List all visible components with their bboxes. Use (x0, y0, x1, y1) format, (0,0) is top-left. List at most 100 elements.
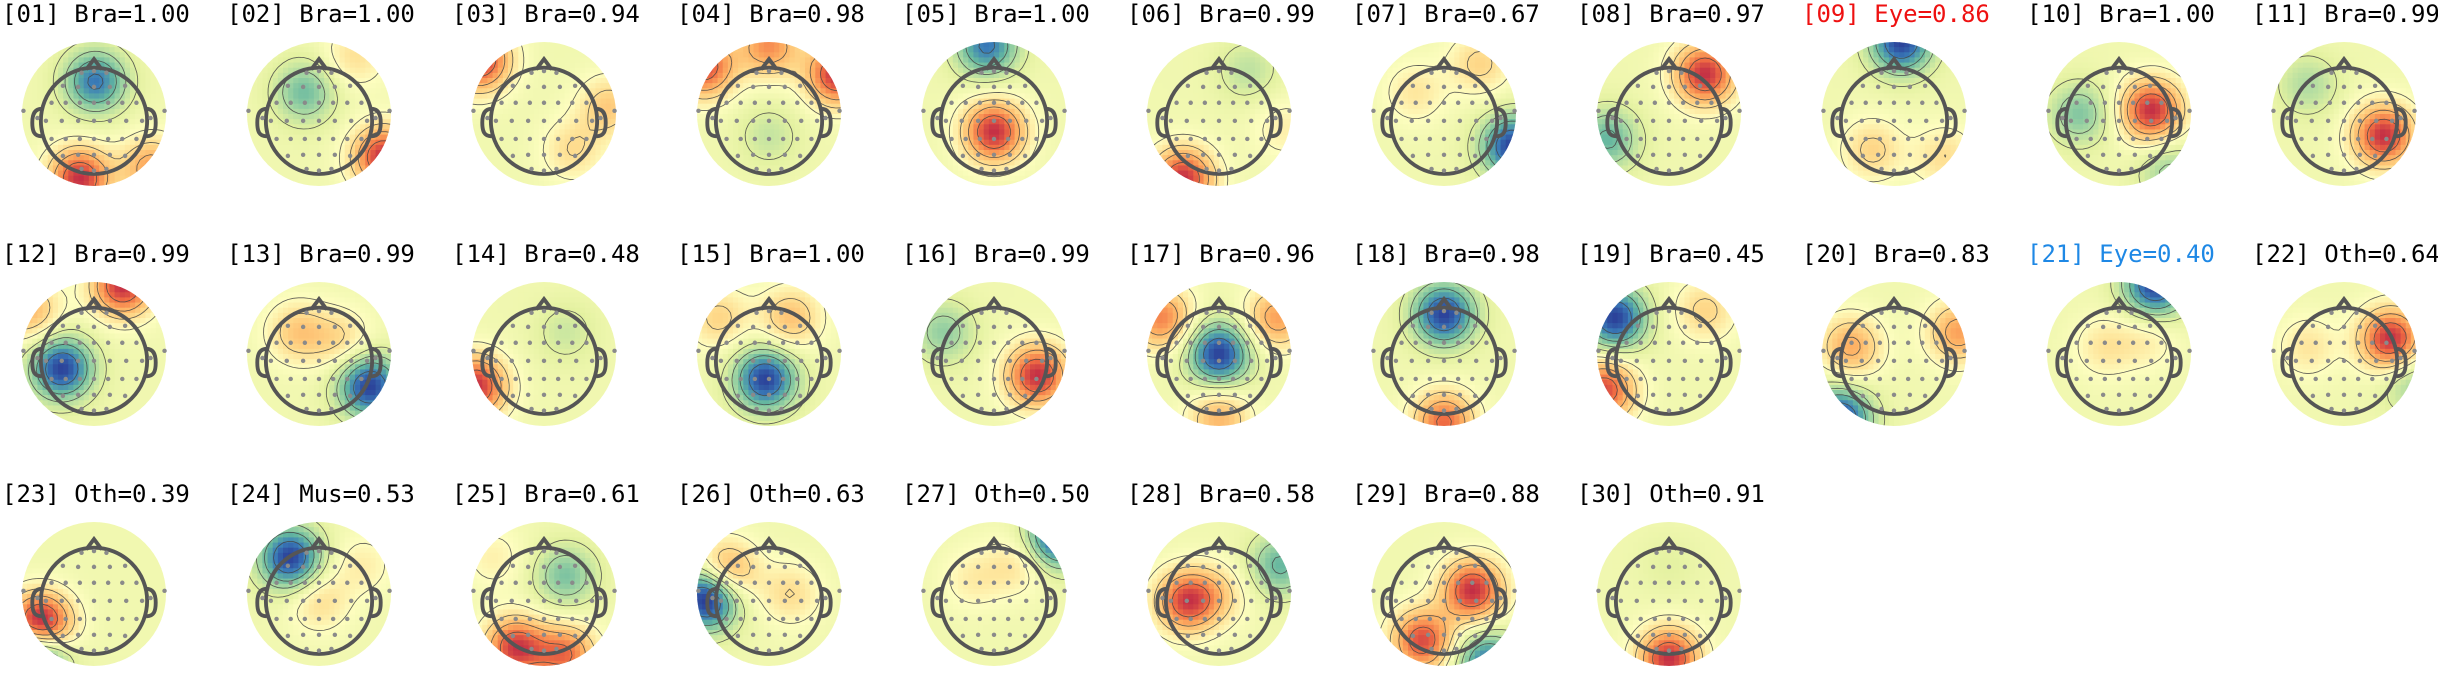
heat-cell (119, 119, 126, 125)
heat-cell (482, 57, 488, 64)
heat-cell (497, 124, 504, 130)
heat-cell (952, 134, 959, 141)
heat-cell (763, 124, 770, 130)
heat-cell (1260, 180, 1266, 186)
heat-cell (1152, 119, 1158, 125)
heat-cell (32, 139, 38, 146)
heat-cell (810, 57, 816, 64)
heat-cell (727, 144, 734, 151)
heat-cell (1009, 98, 1016, 105)
sensor-dot (529, 166, 534, 172)
heat-cell (922, 170, 928, 177)
heat-cell (544, 47, 550, 53)
heat-cell (712, 103, 719, 110)
heat-cell (140, 175, 146, 182)
heat-cell (805, 93, 811, 100)
heat-cell (99, 144, 105, 151)
heat-cell (815, 170, 821, 177)
heat-cell (988, 108, 995, 115)
heat-cell (733, 67, 739, 74)
heat-cell (779, 103, 785, 110)
heat-cell (365, 88, 371, 94)
heat-cell (973, 155, 980, 161)
heat-cell (983, 47, 990, 53)
heat-cell (380, 134, 387, 141)
heat-cell (324, 72, 330, 79)
heat-cell (554, 52, 560, 58)
heat-cell (722, 170, 729, 177)
heat-cell (78, 150, 85, 156)
heat-cell (334, 150, 341, 156)
heat-cell (1030, 88, 1036, 94)
heat-cell (150, 78, 157, 84)
heat-cell (937, 170, 944, 177)
heat-cell (538, 114, 545, 120)
heat-cell (707, 134, 713, 141)
heat-cell (697, 160, 703, 166)
heat-cell (1177, 62, 1184, 69)
heat-cell (1255, 114, 1261, 120)
heat-cell (1224, 129, 1230, 136)
heat-cell (1177, 165, 1184, 172)
heat-cell (63, 124, 69, 130)
heat-cell (1229, 180, 1235, 186)
heat-cell (94, 78, 100, 84)
heat-cell (145, 160, 152, 166)
heat-cell (774, 62, 780, 69)
heat-cell (922, 155, 928, 161)
heat-cell (119, 78, 126, 84)
heat-cell (523, 150, 530, 156)
heat-cell (1229, 119, 1235, 125)
heat-cell (538, 180, 545, 186)
heat-cell (339, 103, 346, 110)
heat-cell (349, 170, 356, 177)
heat-cell (68, 103, 74, 110)
heat-cell (605, 134, 612, 141)
heat-cell (523, 160, 530, 166)
heat-cell (508, 165, 514, 172)
heat-cell (267, 47, 274, 53)
heat-cell (1055, 78, 1062, 84)
heat-cell (549, 114, 555, 120)
heat-cell (119, 67, 126, 74)
heat-cell (748, 42, 755, 48)
heat-cell (789, 83, 796, 89)
heat-cell (94, 52, 100, 58)
heat-cell (574, 144, 581, 151)
heat-cell (482, 62, 488, 69)
heat-cell (712, 42, 719, 48)
heat-cell (1255, 165, 1261, 172)
heat-cell (1014, 170, 1021, 177)
heat-cell (482, 52, 488, 58)
heat-cell (380, 150, 387, 156)
heat-cell (999, 88, 1005, 94)
heat-cell (355, 175, 361, 182)
heat-cell (978, 114, 985, 120)
heat-cell (349, 47, 356, 53)
heat-cell (252, 150, 258, 156)
sensor-dot (330, 136, 336, 142)
heat-cell (702, 103, 708, 110)
heat-cell (52, 160, 59, 166)
heat-cell (1045, 150, 1052, 156)
sensor-dot (300, 118, 306, 124)
heat-cell (733, 88, 739, 94)
heat-cell (477, 150, 483, 156)
heat-cell (329, 129, 335, 136)
heat-cell (150, 72, 157, 79)
sensor-dot (510, 153, 516, 159)
heat-cell (523, 180, 530, 186)
heat-cell (140, 150, 146, 156)
heat-cell (748, 47, 755, 53)
heat-cell (360, 108, 366, 115)
sensor-dot (316, 152, 322, 158)
heat-cell (360, 52, 366, 58)
topomap (1146, 42, 1292, 186)
heat-cell (104, 155, 110, 161)
sensor-array (21, 68, 167, 173)
topomap (921, 42, 1067, 186)
heat-cell (1193, 134, 1199, 141)
heat-cell (385, 93, 391, 100)
heat-cell (283, 108, 289, 115)
heat-cell (835, 67, 841, 74)
